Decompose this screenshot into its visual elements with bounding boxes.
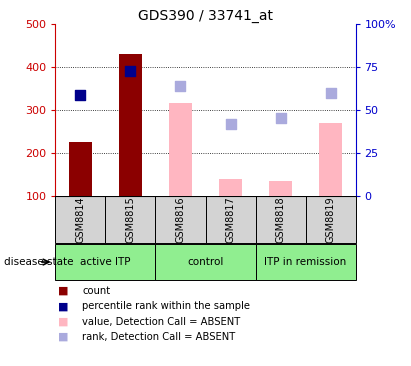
Bar [155, 244, 256, 280]
Text: control: control [187, 257, 224, 267]
Bar [305, 196, 356, 243]
Text: GSM8817: GSM8817 [226, 196, 236, 243]
Bar [269, 181, 292, 196]
Bar [206, 196, 256, 243]
Bar [155, 196, 206, 243]
Bar [256, 196, 305, 243]
Bar [69, 142, 92, 196]
Point [77, 92, 84, 98]
Text: GSM8814: GSM8814 [76, 196, 85, 243]
Text: disease state: disease state [4, 257, 74, 267]
Text: GSM8816: GSM8816 [175, 196, 185, 243]
Text: ■: ■ [58, 301, 68, 311]
Text: GSM8818: GSM8818 [275, 196, 286, 243]
Bar [55, 196, 106, 243]
Bar [169, 103, 192, 196]
Bar [106, 196, 155, 243]
Text: GSM8819: GSM8819 [326, 196, 335, 243]
Bar [55, 244, 155, 280]
Text: ■: ■ [58, 317, 68, 327]
Bar [219, 179, 242, 196]
Point [327, 90, 334, 96]
Point [177, 83, 184, 89]
Bar [319, 123, 342, 196]
Text: ■: ■ [58, 332, 68, 342]
Point [127, 68, 134, 74]
Bar [119, 54, 142, 196]
Text: percentile rank within the sample: percentile rank within the sample [82, 301, 250, 311]
Text: ITP in remission: ITP in remission [264, 257, 346, 267]
Text: active ITP: active ITP [80, 257, 131, 267]
Text: GDS390 / 33741_at: GDS390 / 33741_at [138, 9, 273, 23]
Text: value, Detection Call = ABSENT: value, Detection Call = ABSENT [82, 317, 240, 327]
Point [277, 115, 284, 120]
Text: count: count [82, 286, 110, 296]
Point [227, 121, 234, 127]
Bar [256, 244, 356, 280]
Text: ■: ■ [58, 286, 68, 296]
Text: GSM8815: GSM8815 [125, 196, 136, 243]
Text: rank, Detection Call = ABSENT: rank, Detection Call = ABSENT [82, 332, 236, 342]
